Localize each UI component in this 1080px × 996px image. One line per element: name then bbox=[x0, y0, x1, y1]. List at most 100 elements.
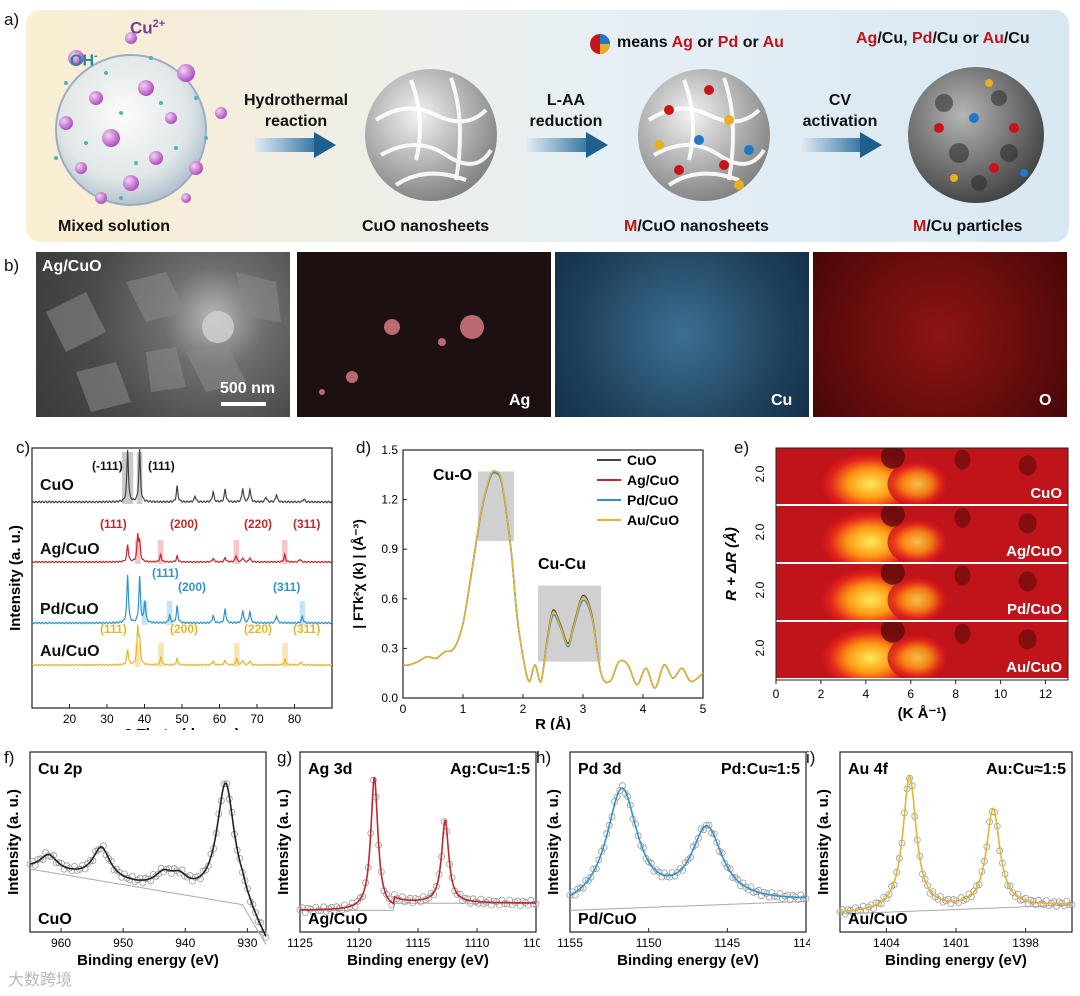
eds-map-cu: Cu bbox=[555, 252, 809, 417]
exafs-xtick-label: 3 bbox=[580, 702, 587, 716]
eds-map-o: O bbox=[813, 252, 1067, 417]
wavelet-dark-spot bbox=[954, 623, 971, 644]
xrd-annotation: (311) bbox=[293, 622, 320, 636]
xrd-ylabel: Intensity (a. u.) bbox=[7, 525, 24, 631]
wavelet-dark-spot bbox=[954, 449, 971, 470]
xps-cu2p-chart: Cu 2p CuO 960 950 940 930 Binding energy (eV) I… bbox=[5, 751, 270, 969]
wavelet-xtick-label: 0 bbox=[773, 687, 780, 701]
xrd-xtick-label: 20 bbox=[63, 712, 77, 726]
xps-sample: Ag/CuO bbox=[308, 911, 368, 928]
xps-data-point bbox=[86, 857, 94, 864]
exafs-legend-label: Au/CuO bbox=[627, 512, 679, 528]
xps-data-point bbox=[587, 873, 595, 881]
xrd-band-1-3 bbox=[281, 540, 288, 564]
exafs-legend-label: CuO bbox=[627, 452, 657, 468]
xps-ylabel: Intensity (a. u.) bbox=[5, 789, 22, 895]
xrd-band-1-0 bbox=[134, 540, 141, 564]
wavelet-dark-spot bbox=[880, 622, 905, 643]
xrd-band-0-1 bbox=[136, 452, 143, 504]
step-reduction-label: L-AA reduction bbox=[529, 92, 603, 130]
xps-sample: CuO bbox=[38, 911, 72, 928]
xrd-annotation: (311) bbox=[293, 517, 320, 531]
xps-frame bbox=[299, 751, 537, 933]
wavelet-xtick-label: 2 bbox=[818, 687, 825, 701]
sem-image: Ag/CuO 500 nm bbox=[36, 252, 290, 417]
xrd-xtick-label: 30 bbox=[100, 712, 114, 726]
caption-m-cu-particles: M/Cu particles bbox=[913, 218, 1023, 235]
xps-xlabel: Binding energy (eV) bbox=[885, 952, 1027, 969]
xrd-annotation: (311) bbox=[273, 580, 300, 594]
m-cu-particles-illustration bbox=[908, 67, 1044, 203]
wavelet-hotspot-2 bbox=[887, 634, 948, 678]
product-legend: Ag/Cu, Pd/Cu or Au/Cu bbox=[856, 30, 1030, 47]
xps-xlabel: Binding energy (eV) bbox=[77, 952, 219, 969]
wavelet-row-ag-cuo bbox=[776, 506, 1068, 562]
exafs-ytick-label: 0.3 bbox=[381, 641, 398, 655]
xps-data-point bbox=[338, 906, 346, 914]
xps-xlabel: Binding energy (eV) bbox=[347, 952, 489, 969]
wavelet-dark-spot bbox=[1018, 571, 1037, 592]
exafs-curve-au-cuo bbox=[402, 470, 704, 689]
wavelet-chart: CuO 2.0 Ag/CuO 2.0 Pd/CuO 2.0 Au/CuO 2.0 0 2 4 6 8 10… bbox=[723, 447, 1069, 722]
wavelet-row-tick: 2.0 bbox=[753, 523, 767, 540]
xps-xtick-label: 1155 bbox=[557, 936, 583, 950]
exafs-frame bbox=[402, 449, 704, 699]
wavelet-row-label: Au/CuO bbox=[1006, 659, 1062, 676]
exafs-cu-cu-band bbox=[538, 585, 601, 662]
sem-texture bbox=[46, 272, 281, 412]
exafs-ytick-label: 0.9 bbox=[381, 542, 398, 556]
exafs-legend-label: Pd/CuO bbox=[627, 492, 678, 508]
xps-ylabel: Intensity (a. u.) bbox=[275, 789, 292, 895]
xps-xtick-label: 1150 bbox=[636, 936, 662, 950]
xps-background bbox=[29, 868, 267, 945]
xps-xtick-label: 1110 bbox=[465, 936, 490, 950]
exafs-chart: Cu-O Cu-Cu CuO Ag/CuO Pd/CuO Au/CuO 0 1 2 3 4 5 0.0 0… bbox=[350, 443, 707, 730]
map-o-label: O bbox=[1039, 392, 1052, 409]
xrd-annotation: (111) bbox=[100, 622, 127, 636]
xps-fit-curve bbox=[300, 777, 536, 911]
watermark: 大数跨境 bbox=[8, 972, 73, 989]
panel-label-c: c) bbox=[16, 438, 31, 457]
cuo-nanosheets-illustration bbox=[365, 69, 497, 201]
exafs-ytick-label: 0.0 bbox=[381, 691, 398, 705]
xps-ylabel: Intensity (a. u.) bbox=[545, 789, 562, 895]
xps-data-point bbox=[799, 895, 807, 903]
xrd-curve-label: Au/CuO bbox=[40, 643, 100, 660]
xps-pd3d-chart: Pd 3d Pd:Cu≈1:5 Pd/CuO 1155 1150 1145 1140 Bind… bbox=[545, 751, 810, 969]
xrd-curve-pd-cuo bbox=[31, 574, 333, 625]
wavelet-dark-spot bbox=[880, 564, 905, 585]
xps-data-point bbox=[55, 859, 63, 867]
exafs-legend-label: Ag/CuO bbox=[627, 472, 679, 488]
xps-data-point bbox=[802, 895, 810, 902]
exafs-ytick-label: 1.5 bbox=[381, 443, 398, 457]
xps-data-point bbox=[577, 884, 584, 892]
xps-xtick-label: 1398 bbox=[1012, 936, 1039, 950]
map-ag-label: Ag bbox=[509, 392, 531, 409]
xps-fit-curve bbox=[569, 787, 806, 899]
xrd-band-1-1 bbox=[157, 540, 164, 564]
caption-mixed-solution: Mixed solution bbox=[58, 218, 170, 235]
xps-data-point bbox=[844, 906, 852, 914]
xps-data-point bbox=[595, 856, 603, 864]
xrd-frame bbox=[31, 447, 333, 709]
xps-title: Ag 3d bbox=[308, 761, 352, 778]
wavelet-dark-spot bbox=[954, 507, 971, 528]
wavelet-frame bbox=[775, 447, 1069, 681]
wavelet-row-label: Pd/CuO bbox=[1007, 601, 1062, 618]
wavelet-row-tick: 2.0 bbox=[753, 639, 767, 656]
xps-ag3d-chart: Ag 3d Ag:Cu≈1:5 Ag/CuO 1125 1120 1115 1110 1105… bbox=[275, 751, 540, 969]
panel-label-g: g) bbox=[277, 748, 293, 767]
xps-xtick-label: 1115 bbox=[406, 936, 431, 950]
xps-xlabel: Binding energy (eV) bbox=[617, 952, 759, 969]
wavelet-xtick-label: 10 bbox=[994, 687, 1008, 701]
xps-data-point bbox=[1065, 901, 1073, 909]
exafs-xtick-label: 5 bbox=[700, 702, 707, 716]
wavelet-hotspot-2 bbox=[887, 460, 948, 504]
xrd-xtick-label: 70 bbox=[250, 712, 264, 726]
panel-label-b: b) bbox=[4, 256, 20, 275]
wavelet-row-tick: 2.0 bbox=[753, 465, 767, 482]
wavelet-row-cuo bbox=[776, 448, 1068, 504]
xps-xtick-label: 1401 bbox=[943, 936, 970, 950]
wavelet-dark-spot bbox=[880, 506, 905, 527]
wavelet-xtick-label: 4 bbox=[863, 687, 870, 701]
